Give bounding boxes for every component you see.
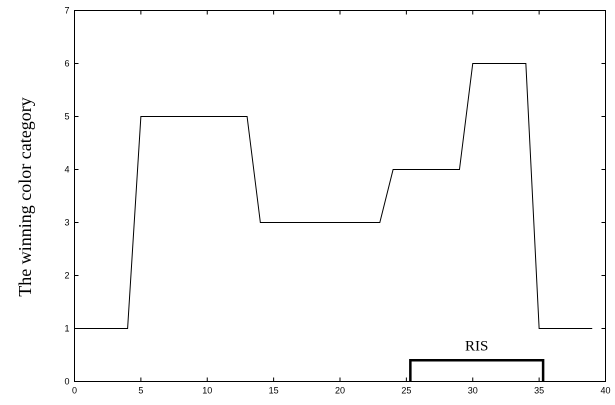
x-tick-label: 10 [202,386,212,396]
series-layer [74,63,593,329]
y-tick-label: 4 [64,165,69,175]
x-tick-label: 15 [269,386,279,396]
x-tick-label: 20 [335,386,345,396]
y-tick-label: 3 [64,218,69,228]
series-line [74,63,593,329]
x-tick-label: 25 [401,386,411,396]
y-axis-ticks: 0 1 2 3 4 5 6 7 [64,6,606,387]
y-tick-label: 7 [64,6,69,16]
x-tick-label: 0 [72,386,77,396]
x-tick-label: 5 [138,386,143,396]
y-tick-label: 6 [64,59,69,69]
annotation-layer: RIS [409,338,545,382]
x-axis-ticks: 0 5 10 15 20 25 30 35 40 [72,10,611,396]
y-tick-label: 2 [64,271,69,281]
ris-bracket [409,359,545,382]
y-tick-label: 1 [64,324,69,334]
y-tick-label: 0 [64,377,69,387]
x-tick-label: 30 [468,386,478,396]
y-tick-label: 5 [64,112,69,122]
x-tick-label: 35 [534,386,544,396]
x-tick-label: 40 [600,386,610,396]
y-axis-title: The winning color category [15,97,35,296]
ris-label: RIS [465,338,488,354]
